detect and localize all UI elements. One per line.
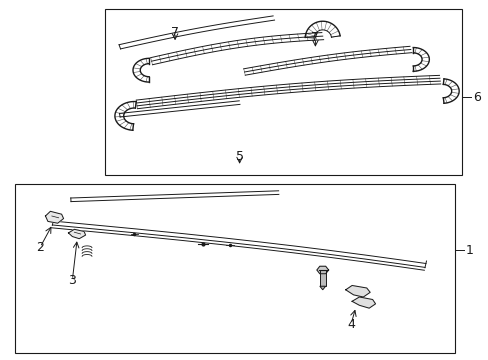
Polygon shape [351, 297, 375, 308]
Text: 7: 7 [311, 31, 319, 44]
Polygon shape [45, 211, 63, 223]
Text: 3: 3 [68, 274, 76, 287]
Text: 6: 6 [472, 91, 480, 104]
Polygon shape [345, 285, 369, 297]
Bar [319, 270, 325, 286]
Polygon shape [319, 286, 325, 290]
Text: 7: 7 [171, 26, 179, 39]
Text: 4: 4 [346, 318, 354, 330]
Polygon shape [68, 229, 85, 239]
Bar [15, 184, 454, 353]
Text: 2: 2 [36, 241, 44, 254]
Bar [105, 9, 461, 175]
Text: 5: 5 [235, 150, 243, 163]
Polygon shape [316, 266, 328, 274]
Text: 1: 1 [465, 244, 472, 257]
